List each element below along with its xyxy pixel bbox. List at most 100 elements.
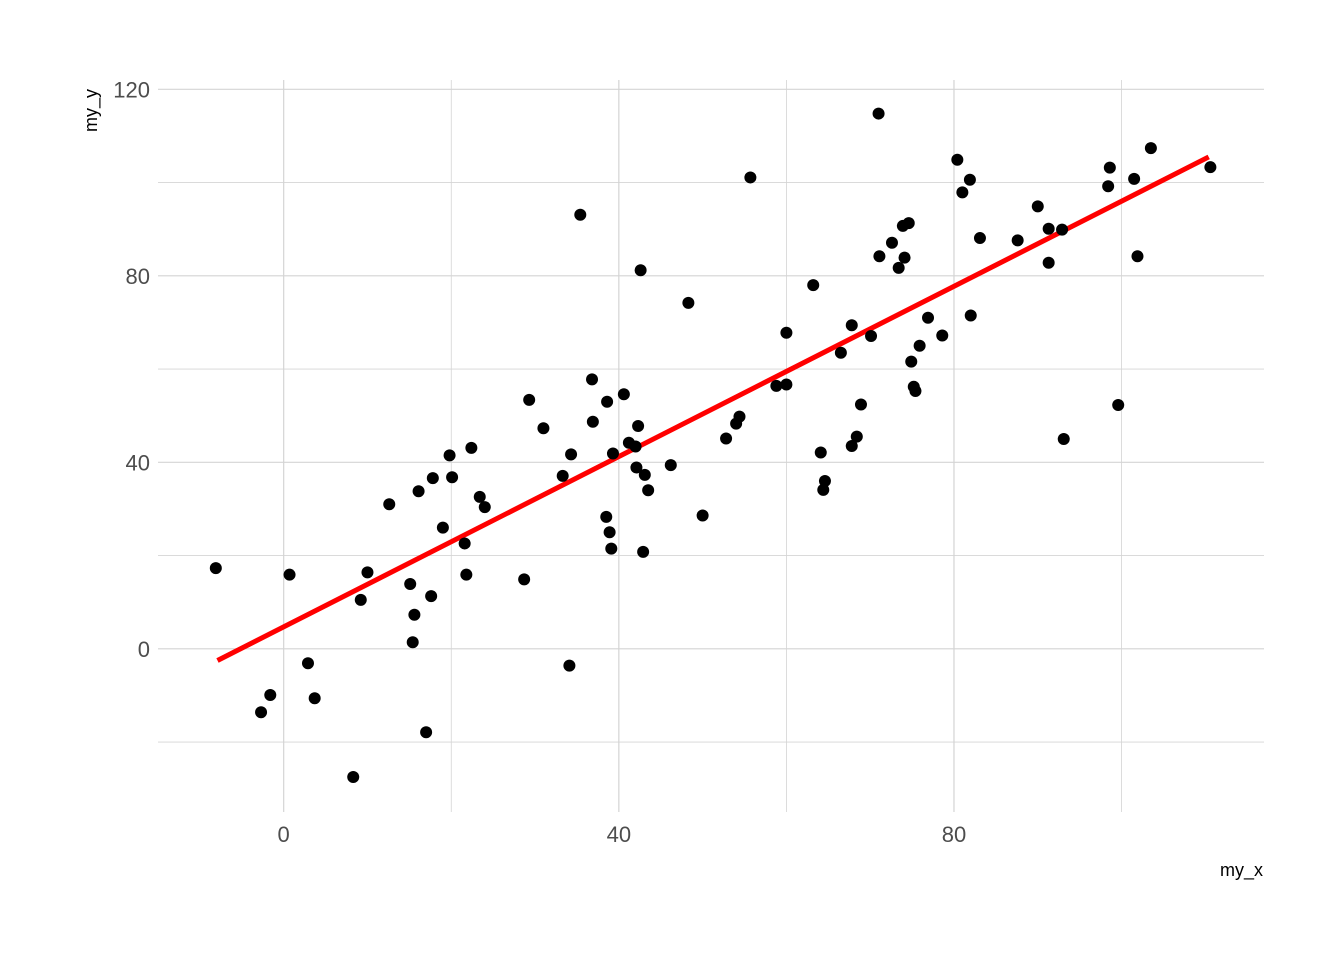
data-point (905, 355, 918, 368)
data-point (1056, 223, 1069, 236)
data-point (872, 107, 885, 120)
data-point (412, 485, 425, 498)
x-axis-title: my_x (1220, 860, 1263, 881)
data-point (682, 296, 695, 309)
x-tick-label: 40 (607, 822, 631, 847)
y-axis-title: my_y (81, 89, 102, 132)
data-point (936, 329, 949, 342)
data-point (780, 326, 793, 339)
data-point (361, 566, 374, 579)
data-point (606, 447, 619, 460)
data-point (1057, 433, 1070, 446)
data-point (817, 483, 830, 496)
data-point (404, 578, 417, 591)
data-point (638, 468, 651, 481)
data-point (744, 171, 757, 184)
data-point (630, 461, 643, 474)
data-point (603, 526, 616, 539)
data-point (460, 568, 473, 581)
data-point (885, 236, 898, 249)
data-point (601, 395, 614, 408)
data-point (420, 726, 433, 739)
data-point (845, 319, 858, 332)
data-point (1031, 200, 1044, 213)
data-point (1112, 398, 1125, 411)
data-point (565, 448, 578, 461)
data-point (637, 545, 650, 558)
data-point (634, 264, 647, 277)
data-point (834, 346, 847, 359)
data-point (383, 498, 396, 511)
data-point (255, 706, 268, 719)
data-point (964, 309, 977, 322)
data-point (556, 469, 569, 482)
data-point (523, 393, 536, 406)
y-tick-label: 0 (138, 637, 150, 662)
data-point (478, 501, 491, 514)
data-point (1011, 234, 1024, 247)
data-point (664, 459, 677, 472)
data-point (898, 251, 911, 264)
data-point (951, 153, 964, 166)
data-point (308, 692, 321, 705)
data-point (600, 510, 613, 523)
data-point (518, 573, 531, 586)
data-point (283, 568, 296, 581)
data-point (902, 217, 915, 230)
data-point (586, 373, 599, 386)
data-point (425, 590, 438, 603)
data-point (1131, 250, 1144, 263)
x-tick-label: 0 (278, 822, 290, 847)
data-point (807, 279, 820, 292)
data-point (1144, 142, 1157, 155)
data-point (1042, 256, 1055, 269)
data-point (354, 593, 367, 606)
x-axis-tick-labels: 0 40 80 (278, 822, 967, 847)
y-axis-tick-labels: 0 40 80 120 (113, 77, 150, 661)
data-point (850, 430, 863, 443)
data-point (720, 432, 733, 445)
data-point (458, 537, 471, 550)
y-tick-label: 40 (126, 450, 150, 475)
data-point (465, 441, 478, 454)
data-point (537, 422, 550, 435)
data-point (814, 446, 827, 459)
data-point (642, 484, 655, 497)
data-point (973, 232, 986, 245)
data-point (563, 659, 576, 672)
data-point (436, 521, 449, 534)
data-point (913, 339, 926, 352)
major-gridlines (158, 80, 1264, 812)
data-point (629, 440, 642, 453)
data-point (443, 449, 456, 462)
x-tick-label: 80 (942, 822, 966, 847)
data-point (264, 688, 277, 701)
data-point (347, 771, 360, 784)
data-point (1204, 161, 1217, 174)
data-points (209, 107, 1217, 784)
data-point (922, 311, 935, 324)
data-point (1128, 172, 1141, 185)
data-point (406, 636, 419, 649)
data-point (865, 329, 878, 342)
trend-line (216, 154, 1210, 663)
data-point (446, 471, 459, 484)
data-point (426, 472, 439, 485)
data-point (733, 410, 746, 423)
data-point (1102, 180, 1115, 193)
data-point (1103, 161, 1116, 174)
y-tick-label: 120 (113, 77, 150, 102)
data-point (408, 608, 421, 621)
data-point (301, 657, 314, 670)
data-point (892, 261, 905, 274)
data-point (963, 173, 976, 186)
data-point (873, 250, 886, 263)
data-point (632, 419, 645, 432)
data-point (617, 388, 630, 401)
data-point (780, 378, 793, 391)
data-point (586, 415, 599, 428)
data-point (696, 509, 709, 522)
data-point (574, 208, 587, 221)
